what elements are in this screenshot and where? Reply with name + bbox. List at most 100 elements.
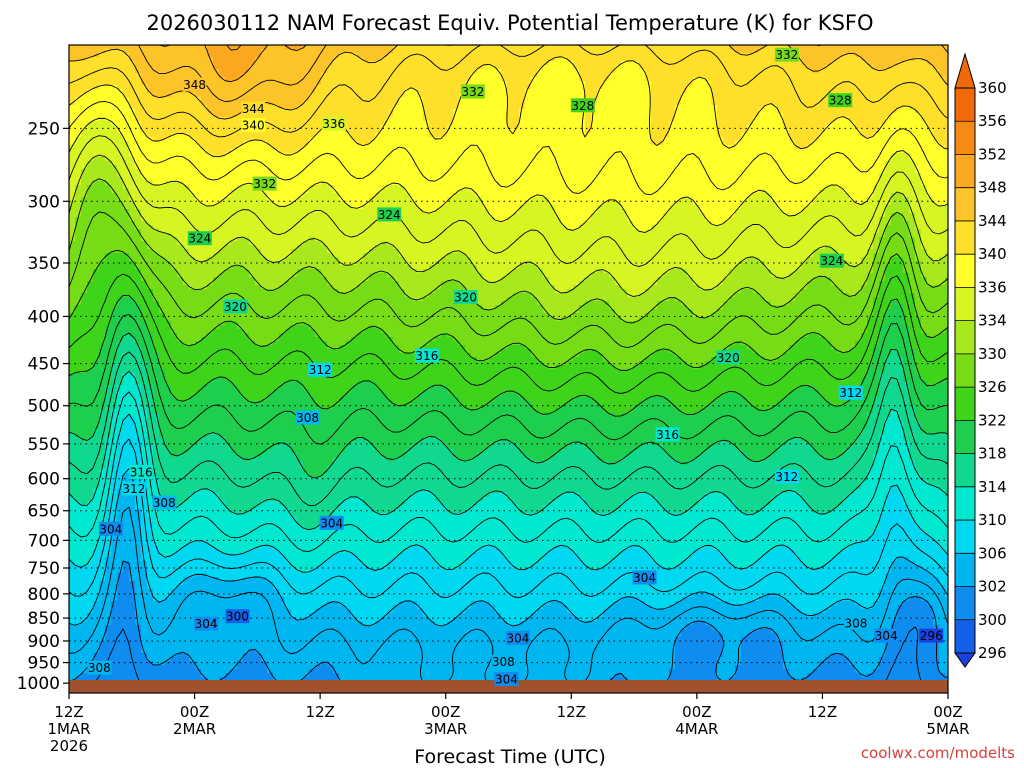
field-cell — [615, 105, 622, 110]
field-cell — [309, 61, 316, 66]
field-cell — [867, 141, 874, 146]
field-cell — [579, 69, 586, 74]
field-cell — [873, 61, 880, 66]
field-cell — [309, 49, 316, 54]
field-cell — [93, 57, 100, 62]
field-cell — [213, 77, 220, 82]
field-cell — [555, 117, 562, 122]
field-cell — [885, 153, 892, 158]
field-cell — [375, 149, 382, 154]
field-cell — [603, 61, 610, 66]
field-cell — [747, 157, 754, 162]
field-cell — [291, 157, 298, 162]
field-cell — [489, 81, 496, 86]
field-cell — [537, 49, 544, 54]
field-cell — [177, 109, 184, 114]
field-cell — [411, 77, 418, 82]
field-cell — [549, 77, 556, 82]
field-cell — [531, 101, 538, 106]
field-cell — [807, 77, 814, 82]
field-cell — [435, 141, 442, 146]
field-cell — [585, 57, 592, 62]
field-cell — [441, 109, 448, 114]
field-cell — [339, 57, 346, 62]
field-cell — [141, 45, 148, 50]
field-cell — [741, 85, 748, 90]
field-cell — [651, 145, 658, 150]
field-cell — [651, 153, 658, 158]
field-cell — [657, 173, 664, 178]
field-cell — [339, 45, 346, 50]
field-cell — [105, 141, 112, 146]
field-cell — [669, 125, 676, 130]
field-cell — [639, 69, 646, 74]
field-cell — [255, 133, 262, 138]
field-cell — [813, 97, 820, 102]
field-cell — [789, 65, 796, 70]
field-cell — [369, 85, 376, 90]
field-cell — [885, 85, 892, 90]
field-cell — [165, 113, 172, 118]
field-cell — [507, 165, 514, 170]
field-cell — [525, 117, 532, 122]
field-cell — [819, 53, 826, 58]
field-cell — [363, 117, 370, 122]
field-cell — [435, 109, 442, 114]
field-cell — [711, 65, 718, 70]
field-cell — [357, 129, 364, 134]
field-cell — [729, 93, 736, 98]
field-cell — [891, 93, 898, 98]
field-cell — [549, 137, 556, 142]
field-cell — [579, 165, 586, 170]
field-cell — [255, 145, 262, 150]
field-cell — [777, 89, 784, 94]
field-cell — [939, 121, 946, 126]
field-cell — [171, 57, 178, 62]
field-cell — [315, 149, 322, 154]
field-cell — [921, 117, 928, 122]
field-cell — [735, 149, 742, 154]
field-cell — [147, 109, 154, 114]
field-cell — [501, 129, 508, 134]
field-cell — [657, 149, 664, 154]
field-cell — [615, 145, 622, 150]
field-cell — [531, 173, 538, 178]
field-cell — [465, 65, 472, 70]
field-cell — [885, 145, 892, 150]
field-cell — [915, 105, 922, 110]
field-cell — [903, 109, 910, 114]
field-cell — [663, 105, 670, 110]
field-cell — [567, 49, 574, 54]
field-cell — [351, 165, 358, 170]
field-cell — [675, 105, 682, 110]
field-cell — [651, 169, 658, 174]
field-cell — [579, 173, 586, 178]
field-cell — [285, 141, 292, 146]
field-cell — [513, 145, 520, 150]
field-cell — [543, 113, 550, 118]
field-cell — [705, 125, 712, 130]
field-cell — [489, 169, 496, 174]
field-cell — [567, 129, 574, 134]
field-cell — [537, 61, 544, 66]
field-cell — [927, 177, 934, 182]
field-cell — [141, 69, 148, 74]
field-cell — [267, 129, 274, 134]
field-cell — [261, 81, 268, 86]
field-cell — [81, 173, 88, 178]
field-cell — [711, 141, 718, 146]
field-cell — [147, 161, 154, 166]
field-cell — [549, 49, 556, 54]
field-cell — [909, 149, 916, 154]
field-cell — [69, 173, 76, 178]
field-cell — [777, 117, 784, 122]
field-cell — [849, 149, 856, 154]
field-cell — [849, 113, 856, 118]
field-cell — [435, 97, 442, 102]
field-cell — [453, 145, 460, 150]
field-cell — [717, 117, 724, 122]
field-cell — [315, 97, 322, 102]
field-cell — [327, 161, 334, 166]
field-cell — [603, 113, 610, 118]
field-cell — [885, 165, 892, 170]
